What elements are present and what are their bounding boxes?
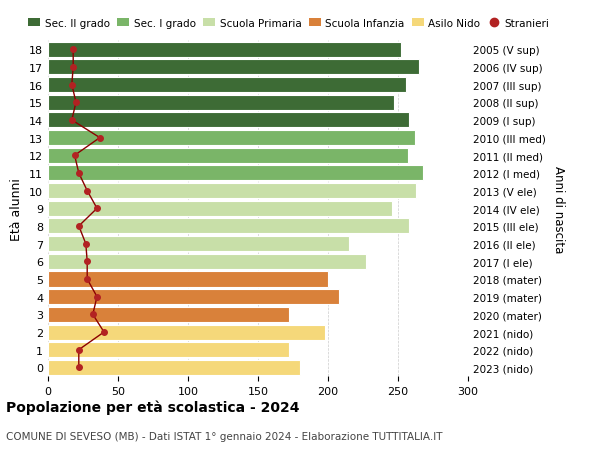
Bar <box>48 307 289 322</box>
Bar <box>48 43 401 58</box>
Bar <box>48 166 423 181</box>
Bar <box>48 60 419 75</box>
Bar <box>48 290 339 304</box>
Bar <box>48 360 300 375</box>
Bar <box>48 272 328 287</box>
Legend: Sec. II grado, Sec. I grado, Scuola Primaria, Scuola Infanzia, Asilo Nido, Stran: Sec. II grado, Sec. I grado, Scuola Prim… <box>24 15 553 33</box>
Bar <box>48 325 325 340</box>
Y-axis label: Anni di nascita: Anni di nascita <box>552 165 565 252</box>
Bar <box>48 254 366 269</box>
Bar <box>48 219 409 234</box>
Bar <box>48 237 349 252</box>
Text: COMUNE DI SEVESO (MB) - Dati ISTAT 1° gennaio 2024 - Elaborazione TUTTITALIA.IT: COMUNE DI SEVESO (MB) - Dati ISTAT 1° ge… <box>6 431 443 442</box>
Bar <box>48 184 416 199</box>
Y-axis label: Età alunni: Età alunni <box>10 178 23 240</box>
Text: Popolazione per età scolastica - 2024: Popolazione per età scolastica - 2024 <box>6 399 299 414</box>
Bar <box>48 113 409 128</box>
Bar <box>48 202 392 216</box>
Bar <box>48 131 415 146</box>
Bar <box>48 78 406 93</box>
Bar <box>48 148 408 163</box>
Bar <box>48 342 289 358</box>
Bar <box>48 95 394 111</box>
